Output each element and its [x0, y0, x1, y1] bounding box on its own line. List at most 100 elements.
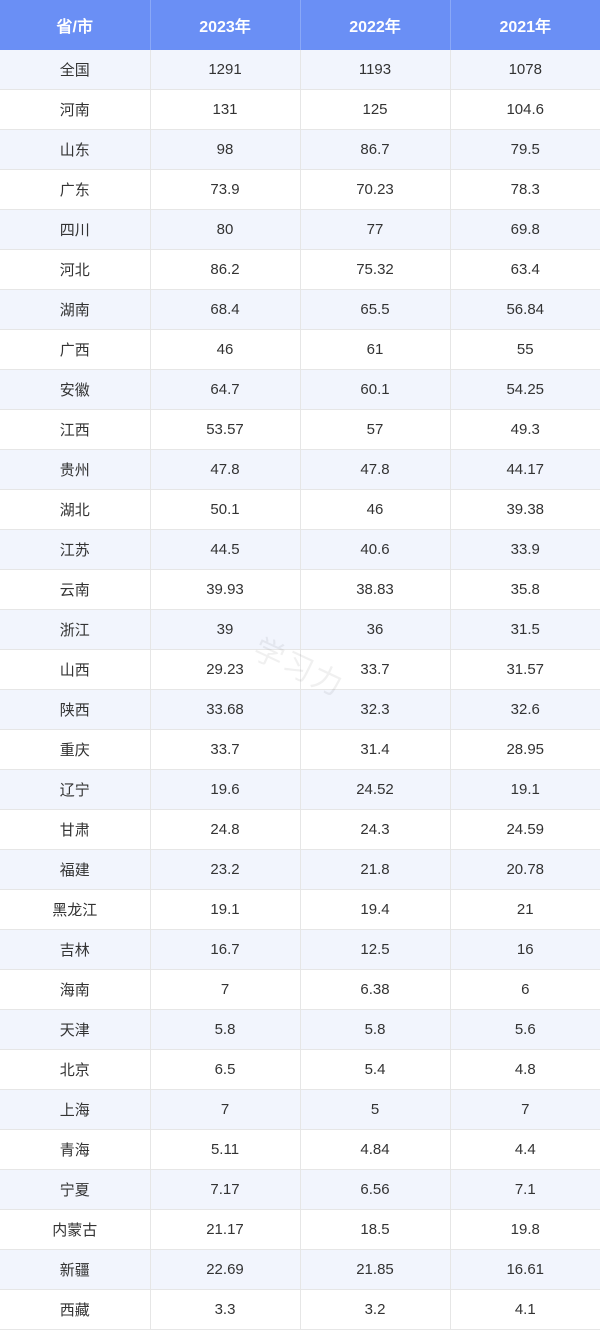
cell-province: 四川	[0, 210, 150, 250]
cell-value: 24.3	[300, 810, 450, 850]
cell-value: 22.69	[150, 1250, 300, 1290]
col-2023: 2023年	[150, 0, 300, 50]
table-row: 北京6.55.44.8	[0, 1050, 600, 1090]
table-row: 山东9886.779.5	[0, 130, 600, 170]
cell-province: 福建	[0, 850, 150, 890]
cell-value: 33.7	[300, 650, 450, 690]
cell-province: 北京	[0, 1050, 150, 1090]
cell-value: 1193	[300, 50, 450, 90]
table-row: 江苏44.540.633.9	[0, 530, 600, 570]
cell-value: 70.23	[300, 170, 450, 210]
cell-value: 47.8	[300, 450, 450, 490]
table-row: 安徽64.760.154.25	[0, 370, 600, 410]
cell-value: 46	[300, 490, 450, 530]
cell-value: 7.1	[450, 1170, 600, 1210]
cell-value: 53.57	[150, 410, 300, 450]
cell-value: 4.4	[450, 1130, 600, 1170]
cell-value: 1078	[450, 50, 600, 90]
cell-value: 19.6	[150, 770, 300, 810]
cell-value: 7.17	[150, 1170, 300, 1210]
cell-value: 49.3	[450, 410, 600, 450]
cell-value: 61	[300, 330, 450, 370]
cell-value: 33.7	[150, 730, 300, 770]
table-row: 黑龙江19.119.421	[0, 890, 600, 930]
cell-value: 3.3	[150, 1290, 300, 1330]
cell-province: 山西	[0, 650, 150, 690]
cell-value: 131	[150, 90, 300, 130]
cell-province: 甘肃	[0, 810, 150, 850]
cell-value: 125	[300, 90, 450, 130]
cell-value: 73.9	[150, 170, 300, 210]
cell-value: 19.4	[300, 890, 450, 930]
cell-province: 陕西	[0, 690, 150, 730]
cell-value: 19.8	[450, 1210, 600, 1250]
cell-value: 31.4	[300, 730, 450, 770]
cell-value: 18.5	[300, 1210, 450, 1250]
col-province: 省/市	[0, 0, 150, 50]
table-row: 重庆33.731.428.95	[0, 730, 600, 770]
cell-value: 86.7	[300, 130, 450, 170]
cell-province: 宁夏	[0, 1170, 150, 1210]
table-row: 河南131125104.6	[0, 90, 600, 130]
cell-value: 98	[150, 130, 300, 170]
cell-value: 65.5	[300, 290, 450, 330]
table-row: 宁夏7.176.567.1	[0, 1170, 600, 1210]
cell-value: 7	[150, 1090, 300, 1130]
cell-value: 56.84	[450, 290, 600, 330]
cell-province: 内蒙古	[0, 1210, 150, 1250]
cell-value: 68.4	[150, 290, 300, 330]
cell-value: 6	[450, 970, 600, 1010]
cell-value: 5.8	[300, 1010, 450, 1050]
cell-province: 海南	[0, 970, 150, 1010]
cell-value: 12.5	[300, 930, 450, 970]
cell-value: 44.5	[150, 530, 300, 570]
cell-value: 32.3	[300, 690, 450, 730]
table-row: 福建23.221.820.78	[0, 850, 600, 890]
cell-province: 云南	[0, 570, 150, 610]
data-table: 省/市 2023年 2022年 2021年 全国129111931078河南13…	[0, 0, 600, 1330]
cell-value: 40.6	[300, 530, 450, 570]
cell-value: 24.8	[150, 810, 300, 850]
cell-province: 西藏	[0, 1290, 150, 1330]
table-row: 新疆22.6921.8516.61	[0, 1250, 600, 1290]
cell-value: 21	[450, 890, 600, 930]
cell-value: 21.85	[300, 1250, 450, 1290]
cell-value: 35.8	[450, 570, 600, 610]
cell-value: 36	[300, 610, 450, 650]
table-row: 山西29.2333.731.57	[0, 650, 600, 690]
cell-province: 山东	[0, 130, 150, 170]
table-row: 全国129111931078	[0, 50, 600, 90]
table-row: 辽宁19.624.5219.1	[0, 770, 600, 810]
table-row: 吉林16.712.516	[0, 930, 600, 970]
cell-value: 3.2	[300, 1290, 450, 1330]
cell-value: 24.59	[450, 810, 600, 850]
cell-value: 16.7	[150, 930, 300, 970]
cell-value: 1291	[150, 50, 300, 90]
table-row: 甘肃24.824.324.59	[0, 810, 600, 850]
cell-value: 19.1	[150, 890, 300, 930]
cell-value: 21.8	[300, 850, 450, 890]
cell-value: 6.5	[150, 1050, 300, 1090]
table-row: 湖南68.465.556.84	[0, 290, 600, 330]
cell-value: 33.68	[150, 690, 300, 730]
cell-province: 安徽	[0, 370, 150, 410]
col-2022: 2022年	[300, 0, 450, 50]
cell-value: 32.6	[450, 690, 600, 730]
cell-province: 湖南	[0, 290, 150, 330]
cell-value: 69.8	[450, 210, 600, 250]
cell-value: 16.61	[450, 1250, 600, 1290]
table-row: 河北86.275.3263.4	[0, 250, 600, 290]
cell-value: 104.6	[450, 90, 600, 130]
cell-value: 5	[300, 1090, 450, 1130]
cell-value: 39	[150, 610, 300, 650]
cell-value: 46	[150, 330, 300, 370]
cell-province: 河北	[0, 250, 150, 290]
cell-value: 33.9	[450, 530, 600, 570]
table-row: 上海757	[0, 1090, 600, 1130]
cell-value: 31.57	[450, 650, 600, 690]
cell-value: 80	[150, 210, 300, 250]
table-row: 广东73.970.2378.3	[0, 170, 600, 210]
cell-value: 7	[150, 970, 300, 1010]
table-row: 浙江393631.5	[0, 610, 600, 650]
cell-value: 63.4	[450, 250, 600, 290]
